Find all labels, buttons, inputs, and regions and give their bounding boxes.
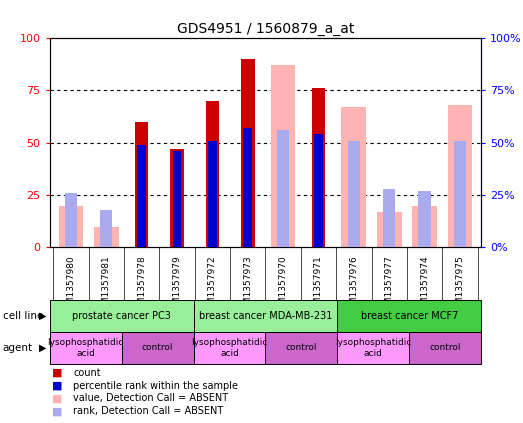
Text: ■: ■ [52,381,63,391]
Bar [383,189,395,247]
Text: rank, Detection Call = ABSENT: rank, Detection Call = ABSENT [73,406,223,416]
Bar [100,210,112,247]
Text: ▶: ▶ [39,343,47,353]
Bar [50,300,194,332]
Text: control: control [429,343,461,352]
Bar [337,332,409,364]
Bar [277,130,289,247]
Bar [65,193,77,247]
Bar [135,122,149,247]
Bar [314,135,323,247]
Text: control: control [142,343,173,352]
Bar [409,332,481,364]
Bar [137,145,146,247]
Text: ■: ■ [52,393,63,404]
Text: ■: ■ [52,406,63,416]
Text: breast cancer MDA-MB-231: breast cancer MDA-MB-231 [199,311,332,321]
Bar [241,59,255,247]
Text: ▶: ▶ [39,311,47,321]
Bar [170,149,184,247]
Bar [121,332,194,364]
Bar [266,332,337,364]
Bar [173,151,181,247]
Bar [312,88,325,247]
Text: lysophosphatidic
acid: lysophosphatidic acid [335,338,412,357]
Bar [194,332,266,364]
Bar [271,65,295,247]
Text: control: control [286,343,317,352]
Bar [342,107,366,247]
Bar [454,141,466,247]
Text: breast cancer MCF7: breast cancer MCF7 [360,311,458,321]
Text: cell line: cell line [3,311,43,321]
Bar [50,332,121,364]
Text: percentile rank within the sample: percentile rank within the sample [73,381,238,391]
Bar [208,141,217,247]
Bar [59,206,83,247]
Bar [412,206,437,247]
Bar [94,227,119,247]
Text: agent: agent [3,343,33,353]
Text: lysophosphatidic
acid: lysophosphatidic acid [48,338,124,357]
Title: GDS4951 / 1560879_a_at: GDS4951 / 1560879_a_at [177,22,354,36]
Bar [194,300,337,332]
Text: count: count [73,368,101,378]
Text: value, Detection Call = ABSENT: value, Detection Call = ABSENT [73,393,229,404]
Bar [348,141,360,247]
Text: lysophosphatidic
acid: lysophosphatidic acid [191,338,268,357]
Bar [377,212,402,247]
Bar [448,105,472,247]
Bar [206,101,219,247]
Bar [337,300,481,332]
Text: ■: ■ [52,368,63,378]
Bar [418,191,431,247]
Bar [243,128,252,247]
Text: prostate cancer PC3: prostate cancer PC3 [72,311,171,321]
